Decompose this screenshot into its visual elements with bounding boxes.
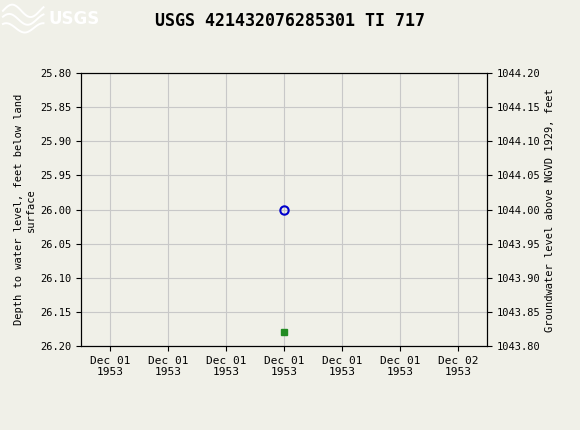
- Text: USGS: USGS: [48, 10, 99, 28]
- Text: USGS 421432076285301 TI 717: USGS 421432076285301 TI 717: [155, 12, 425, 30]
- Y-axis label: Depth to water level, feet below land
surface: Depth to water level, feet below land su…: [14, 94, 36, 325]
- Y-axis label: Groundwater level above NGVD 1929, feet: Groundwater level above NGVD 1929, feet: [545, 88, 555, 332]
- Legend: Period of approved data: Period of approved data: [174, 426, 394, 430]
